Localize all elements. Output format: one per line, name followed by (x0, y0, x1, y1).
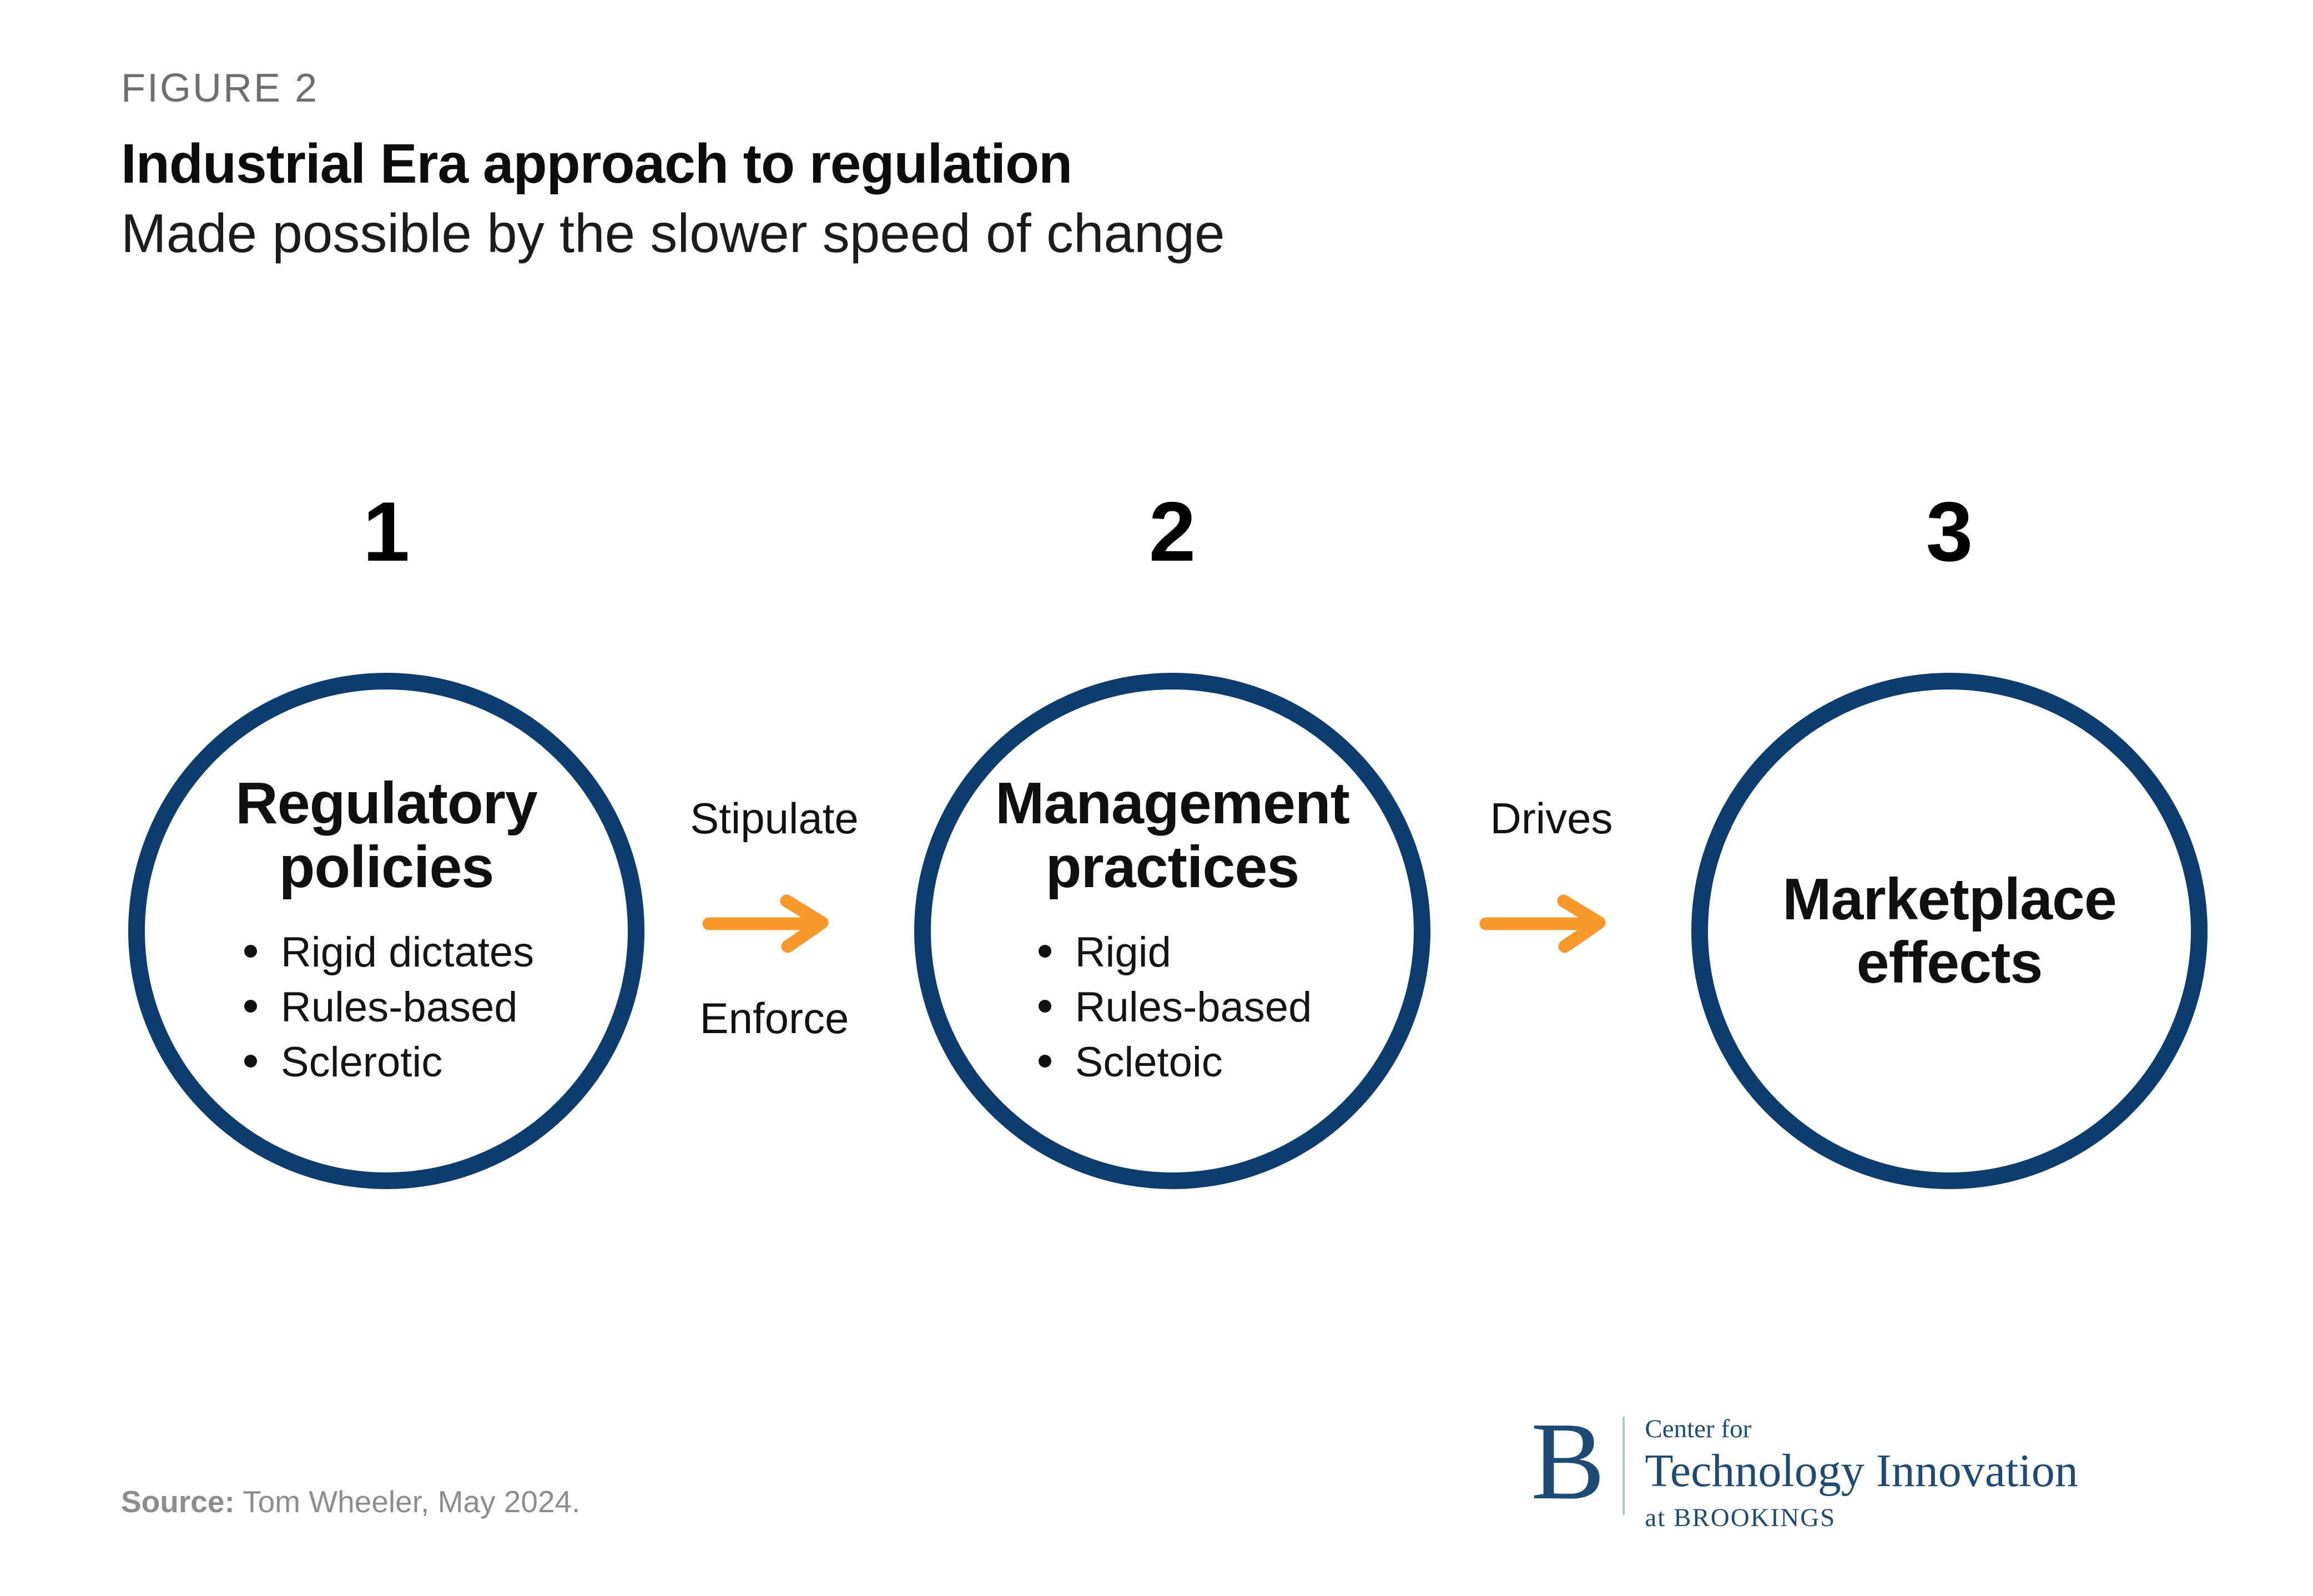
figure-title: Industrial Era approach to regulation (121, 133, 1072, 195)
heading-line: Management (995, 771, 1350, 837)
heading-line: practices (1045, 834, 1300, 900)
circle-management-practices: Management practices Rigid Rules-based S… (914, 673, 1430, 1189)
bullet-list-regulatory-policies: Rigid dictates Rules-based Sclerotic (239, 925, 534, 1090)
heading-line: effects (1856, 930, 2043, 995)
circle-heading-marketplace-effects: Marketplace effects (1782, 866, 2117, 995)
brookings-b-logo-icon: B (1531, 1400, 1605, 1523)
brookings-logo: B Center for Technology Innovation at BR… (1531, 1400, 2078, 1532)
source-prefix: Source: (121, 1484, 235, 1519)
bullet-list-management-practices: Rigid Rules-based Scletoic (1033, 925, 1312, 1090)
figure-header: FIGURE 2 Industrial Era approach to regu… (121, 66, 1224, 265)
heading-line: Regulatory (235, 771, 538, 837)
logo-text: Center for Technology Innovation at BROO… (1645, 1409, 2078, 1532)
bullet-item: Rigid dictates (239, 925, 534, 980)
arrow-right-icon (702, 894, 829, 953)
logo-at-brookings: at BROOKINGS (1645, 1503, 1836, 1533)
step-number-2: 2 (1148, 485, 1196, 579)
source-note: Source: Tom Wheeler, May 2024. (121, 1483, 580, 1520)
bullet-item: Rigid (1033, 925, 1312, 980)
bullet-item: Sclerotic (239, 1035, 534, 1090)
connector-label-enforce: Enforce (699, 994, 849, 1043)
arrow-head (780, 894, 829, 953)
logo-center-for: Center for (1645, 1414, 1752, 1443)
circle-marketplace-effects: Marketplace effects (1691, 673, 2208, 1189)
bullet-item: Rules-based (1033, 980, 1312, 1035)
figure-subtitle: Made possible by the slower speed of cha… (121, 203, 1225, 264)
step-number-3: 3 (1926, 485, 1973, 579)
arrow-head (1557, 894, 1606, 953)
bullet-item: Scletoic (1033, 1035, 1312, 1090)
circle-heading-regulatory-policies: Regulatory policies (235, 771, 538, 900)
step-number-1: 1 (362, 485, 410, 579)
heading-line: policies (279, 834, 495, 900)
logo-divider (1622, 1417, 1625, 1516)
logo-technology-innovation: Technology Innovation (1645, 1445, 2078, 1497)
heading-line: Marketplace (1782, 866, 2117, 932)
arrow-right-icon (1479, 894, 1606, 953)
circle-regulatory-policies: Regulatory policies Rigid dictates Rules… (128, 673, 644, 1189)
source-text: Tom Wheeler, May 2024. (234, 1484, 581, 1519)
connector-label-stipulate: Stipulate (690, 794, 859, 843)
bullet-item: Rules-based (239, 980, 534, 1035)
figure-label: FIGURE 2 (121, 66, 319, 110)
connector-label-drives: Drives (1490, 794, 1613, 843)
circle-heading-management-practices: Management practices (995, 771, 1350, 900)
